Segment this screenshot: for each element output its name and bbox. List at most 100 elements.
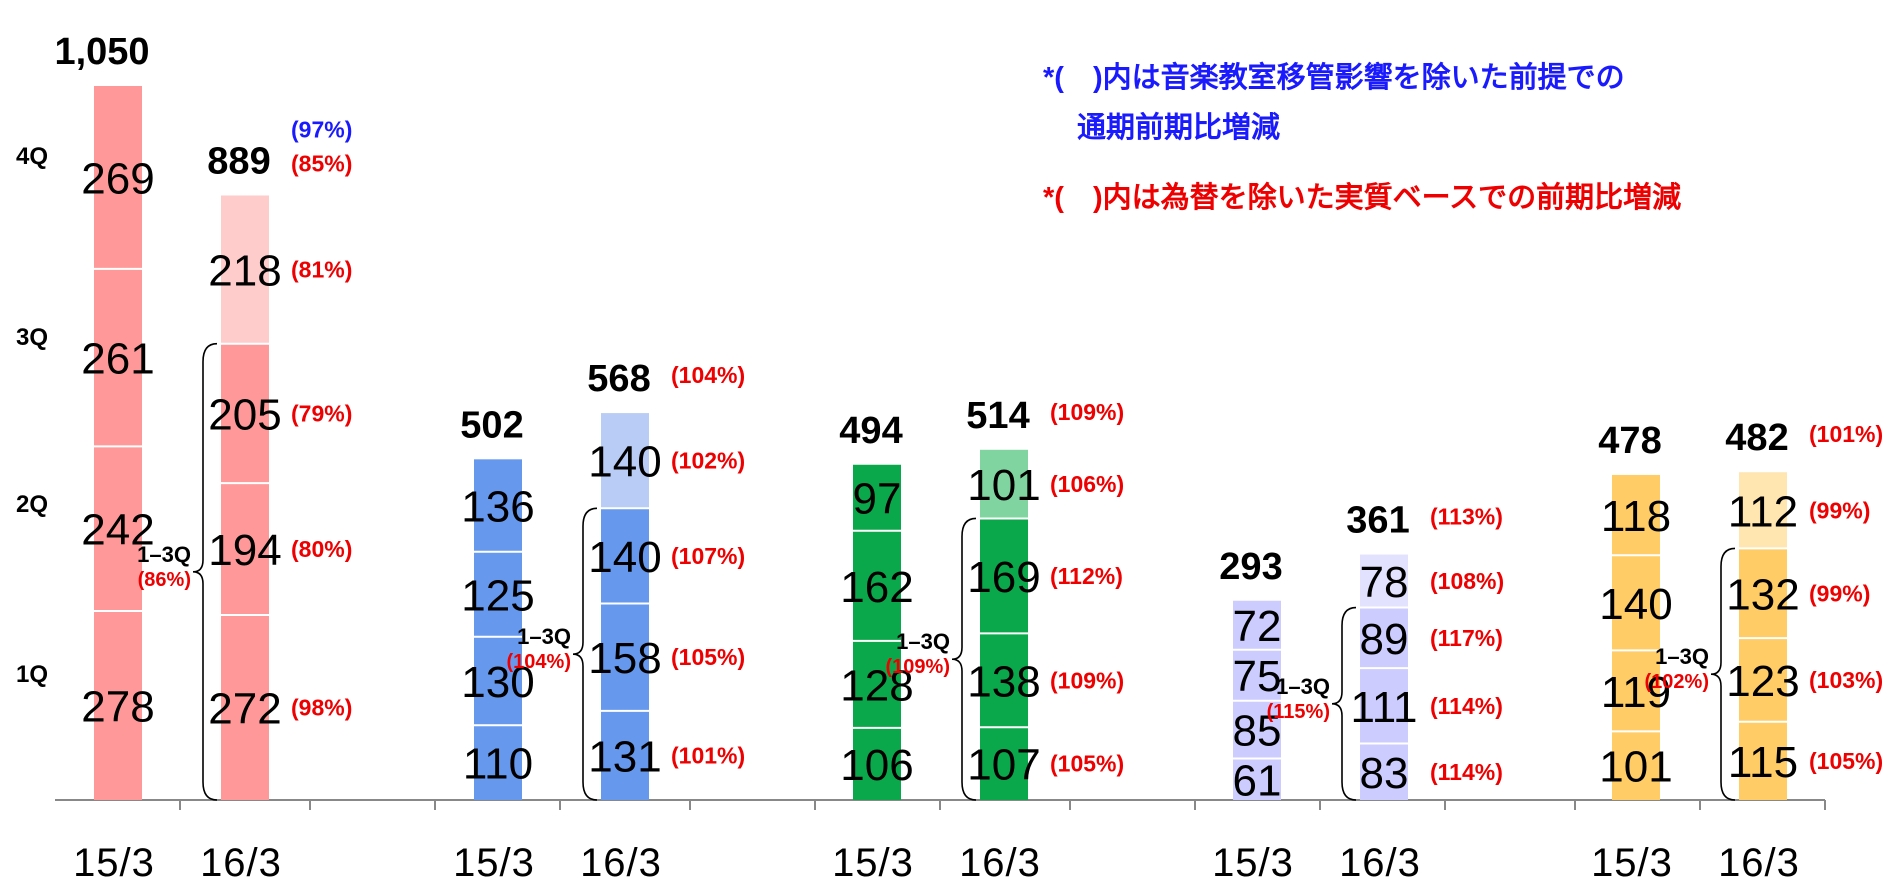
segment-value-label: 169 [967, 553, 1040, 602]
bar-segment [1612, 731, 1660, 800]
segment-value-label: 218 [208, 247, 281, 296]
bar-segment [601, 413, 649, 509]
bar-segment [601, 603, 649, 711]
category-label: 15/3 [73, 841, 155, 880]
bar-total-label: 482 [1725, 417, 1788, 459]
segment-value-label: 85 [1233, 707, 1282, 756]
note-blue-line2: 通期前期比増減 [1077, 112, 1281, 144]
segment-value-label: 138 [967, 657, 1040, 706]
segment-value-label: 140 [1599, 580, 1672, 629]
bar-segment [221, 195, 269, 344]
segment-value-label: 272 [208, 685, 281, 734]
quarter-axis-labels: 1Q 2Q 3Q 4Q [16, 143, 48, 688]
segment-pct-label: (114%) [1430, 693, 1503, 719]
bar-segment [1612, 555, 1660, 651]
segment-pct-label: (107%) [671, 543, 745, 569]
bar-segment [1233, 649, 1281, 701]
bar-total-pct-label: (113%) [1430, 504, 1503, 530]
q13-pct-label: (115%) [1267, 701, 1330, 723]
bar-segment [1612, 650, 1660, 732]
bar-segment [853, 727, 901, 800]
segment-value-label: 115 [1728, 738, 1798, 787]
segment-pct-label: (117%) [1430, 625, 1503, 651]
bar-segment [1233, 700, 1281, 759]
category-label: 15/3 [1591, 841, 1673, 880]
bar-segment [94, 610, 142, 800]
q13-label: 1–3Q [517, 624, 571, 649]
bar-segment [1612, 474, 1660, 556]
segment-value-label: 89 [1360, 615, 1409, 664]
bar-total-label: 568 [587, 358, 650, 400]
segment-pct-label: (99%) [1809, 497, 1870, 523]
bar-total-label: 478 [1598, 420, 1661, 462]
segment-value-label: 75 [1233, 652, 1282, 701]
segment-value-label: 107 [967, 741, 1040, 790]
note-red-line1: *( )内は為替を除いた実質ベースでの前期比増減 [1043, 182, 1682, 214]
segment-value-label: 205 [208, 390, 281, 439]
q13-brace [192, 342, 218, 801]
q13-pct-label: (109%) [886, 656, 950, 678]
segment-value-label: 261 [81, 335, 154, 384]
segment-value-label: 106 [840, 741, 913, 790]
segment-pct-label: (112%) [1050, 563, 1123, 589]
segment-value-label: 269 [81, 154, 154, 203]
bar-segment [221, 483, 269, 616]
bar-total-pct-label: (101%) [1809, 421, 1883, 447]
segment-value-label: 131 [588, 732, 661, 781]
quarter-axis-label: 3Q [16, 324, 48, 351]
segment-pct-label: (81%) [291, 257, 352, 283]
bar-segment [980, 449, 1028, 519]
category-label: 16/3 [1718, 841, 1800, 880]
bar-total-label: 293 [1219, 546, 1282, 588]
quarter-axis-label: 2Q [16, 491, 48, 518]
category-label: 16/3 [959, 841, 1041, 880]
category-label: 16/3 [580, 841, 662, 880]
q13-label: 1–3Q [137, 542, 191, 567]
segment-value-label: 158 [588, 634, 661, 683]
segment-pct-label: (80%) [291, 536, 352, 562]
bar-segment [1739, 721, 1787, 800]
bar-segment [221, 343, 269, 484]
segment-pct-label: (108%) [1430, 568, 1504, 594]
segment-value-label: 78 [1360, 558, 1409, 607]
bar-segment [221, 615, 269, 800]
quarter-axis-label: 1Q [16, 661, 48, 688]
q13-pct-label: (86%) [138, 569, 191, 591]
bar-total-label: 494 [839, 410, 902, 452]
q13-label: 1–3Q [1276, 674, 1330, 699]
bar-segment [474, 459, 522, 552]
bar-segment [1360, 554, 1408, 608]
bar-segment [853, 530, 901, 641]
segment-value-label: 101 [1599, 743, 1672, 792]
bar-segment [1233, 600, 1281, 650]
bar-total-pct-label: (85%) [291, 150, 352, 176]
bar-segment [474, 636, 522, 726]
bar-total-pct-label: (109%) [1050, 399, 1124, 425]
bar-total-pct-label: (97%) [291, 116, 352, 142]
bar-total-pct-label: (104%) [671, 362, 745, 388]
bars-layer [94, 86, 1787, 800]
segment-pct-label: (105%) [1050, 751, 1124, 777]
category-label: 15/3 [453, 841, 535, 880]
segment-value-label: 110 [463, 740, 533, 789]
segment-value-label: 278 [81, 682, 154, 731]
segment-value-label: 61 [1233, 756, 1282, 805]
bar-total-label: 514 [966, 395, 1029, 437]
q13-label: 1–3Q [896, 629, 950, 654]
segment-pct-label: (101%) [671, 742, 745, 768]
segment-pct-label: (105%) [1809, 748, 1883, 774]
segment-value-label: 136 [461, 483, 534, 532]
segment-value-label: 119 [1601, 668, 1671, 717]
note-red: *( )内は為替を除いた実質ベースでの前期比増減 [1043, 174, 1681, 216]
bar-segment [1739, 638, 1787, 722]
category-label: 16/3 [1339, 841, 1421, 880]
labels-layer: 278 242 261 269 1,050 15/3 272 (98%) 194 (80%) 205… [54, 31, 1883, 880]
segment-value-label: 118 [1601, 492, 1671, 541]
bar-segment [853, 464, 901, 531]
segment-value-label: 97 [853, 475, 902, 524]
segment-value-label: 83 [1360, 749, 1409, 798]
bar-segment [474, 725, 522, 800]
segment-pct-label: (79%) [291, 400, 352, 426]
bar-segment [1360, 743, 1408, 800]
